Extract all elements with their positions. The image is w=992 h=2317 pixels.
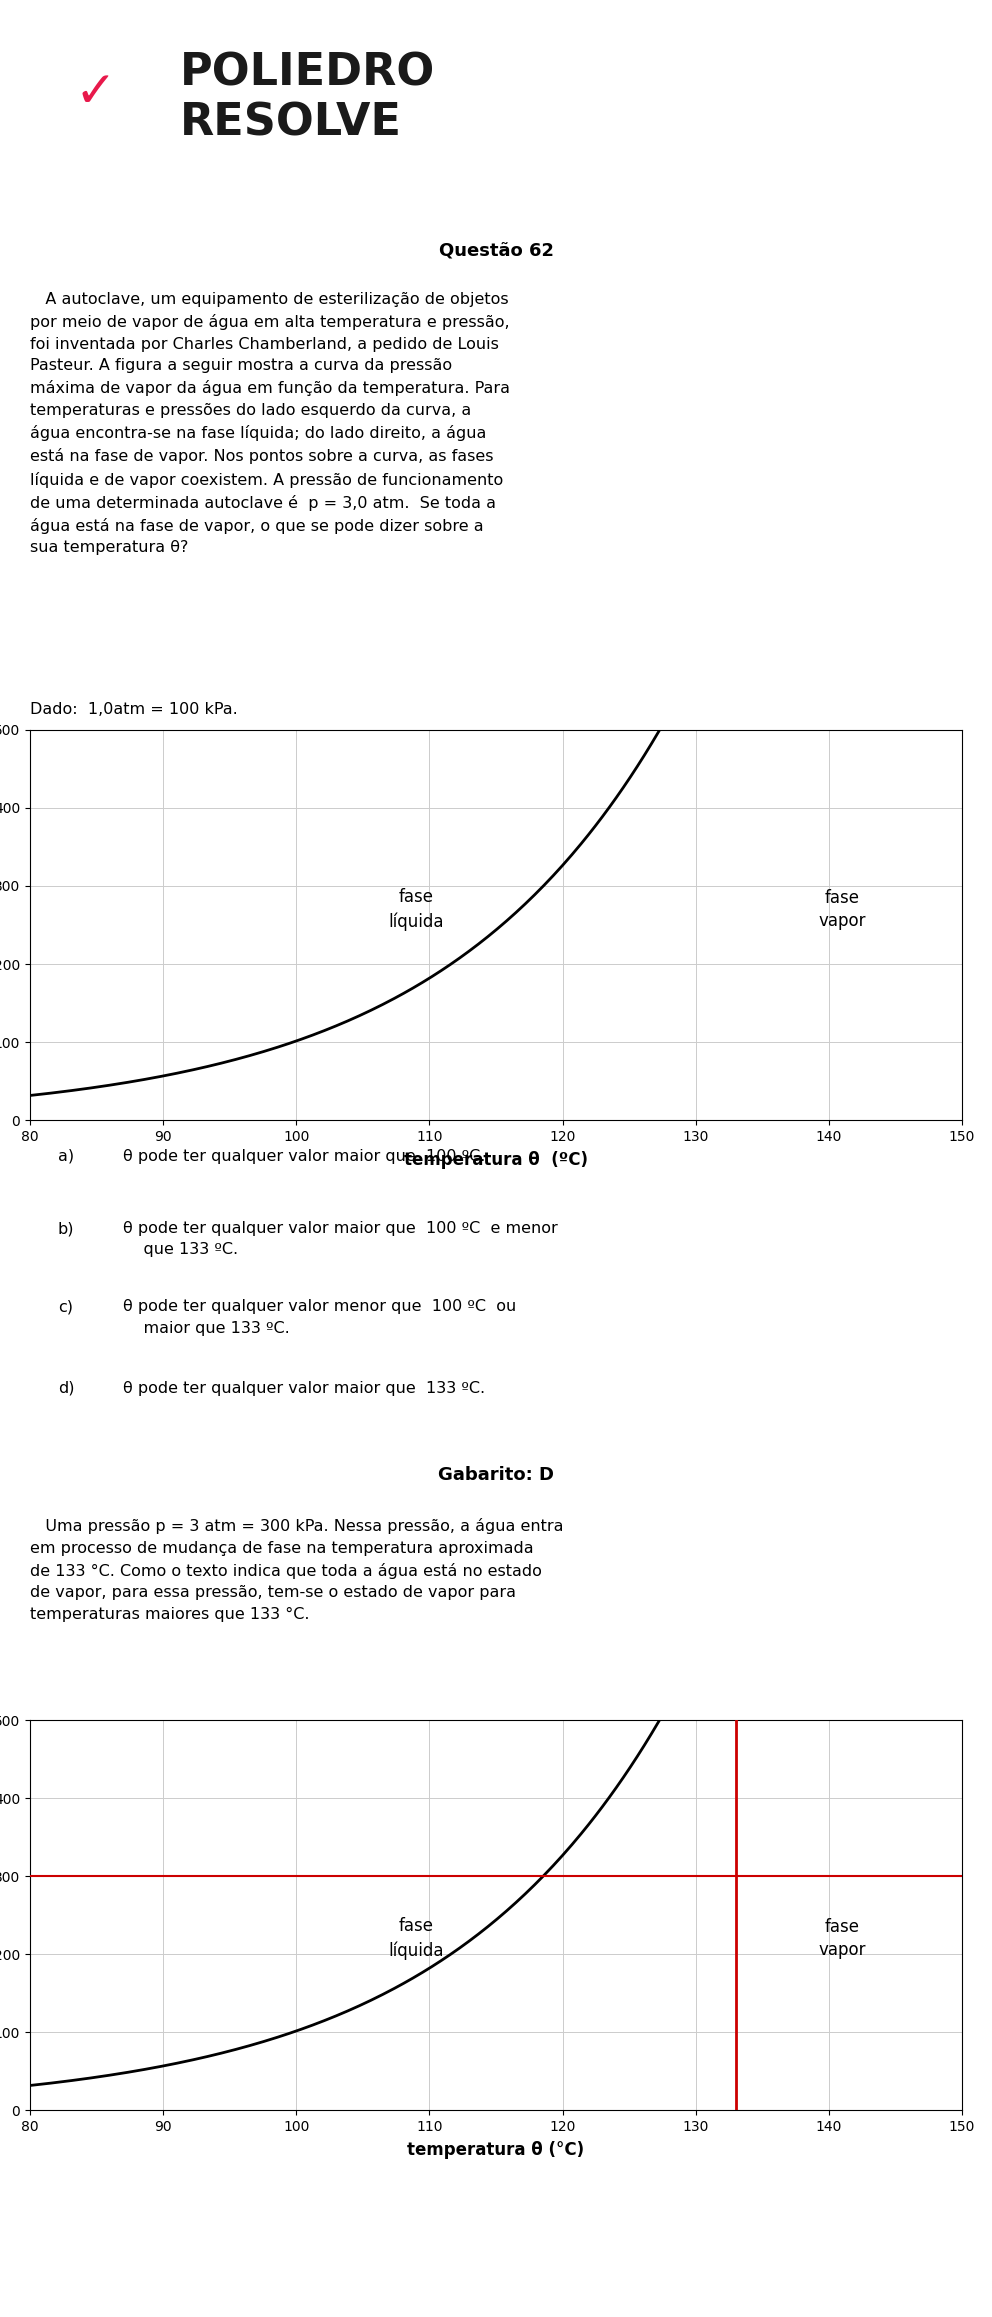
- Text: b): b): [58, 1221, 74, 1237]
- Text: ✓: ✓: [74, 70, 116, 116]
- Text: Gabarito: D: Gabarito: D: [438, 1467, 554, 1483]
- Text: fase
líquida: fase líquida: [388, 887, 443, 931]
- Text: fase
vapor: fase vapor: [818, 890, 866, 929]
- Text: θ pode ter qualquer valor maior que  100 ºC.: θ pode ter qualquer valor maior que 100 …: [123, 1149, 485, 1163]
- Text: Uma pressão p = 3 atm = 300 kPa. Nessa pressão, a água entra
em processo de muda: Uma pressão p = 3 atm = 300 kPa. Nessa p…: [30, 1518, 563, 1622]
- Text: d): d): [58, 1381, 74, 1395]
- Text: θ pode ter qualquer valor maior que  133 ºC.: θ pode ter qualquer valor maior que 133 …: [123, 1381, 485, 1395]
- Text: POLIEDRO: POLIEDRO: [180, 51, 435, 95]
- Text: c): c): [58, 1300, 73, 1314]
- Text: fase
vapor: fase vapor: [818, 1918, 866, 1960]
- Text: A autoclave, um equipamento de esterilização de objetos
por meio de vapor de águ: A autoclave, um equipamento de esteriliz…: [30, 292, 510, 556]
- Text: UNICAMP: UNICAMP: [656, 76, 905, 120]
- Text: Dado:  1,0atm = 100 kPa.: Dado: 1,0atm = 100 kPa.: [30, 702, 238, 718]
- Text: fase
líquida: fase líquida: [388, 1916, 443, 1960]
- Text: RESOLVE: RESOLVE: [180, 102, 402, 144]
- X-axis label: temperatura θ (°C): temperatura θ (°C): [408, 2141, 584, 2159]
- Text: θ pode ter qualquer valor menor que  100 ºC  ou
    maior que 133 ºC.: θ pode ter qualquer valor menor que 100 …: [123, 1300, 517, 1335]
- Text: Questão 62: Questão 62: [438, 241, 554, 260]
- Text: a): a): [58, 1149, 74, 1163]
- X-axis label: temperatura θ  (ºC): temperatura θ (ºC): [404, 1152, 588, 1168]
- Text: θ pode ter qualquer valor maior que  100 ºC  e menor
    que 133 ºC.: θ pode ter qualquer valor maior que 100 …: [123, 1221, 558, 1258]
